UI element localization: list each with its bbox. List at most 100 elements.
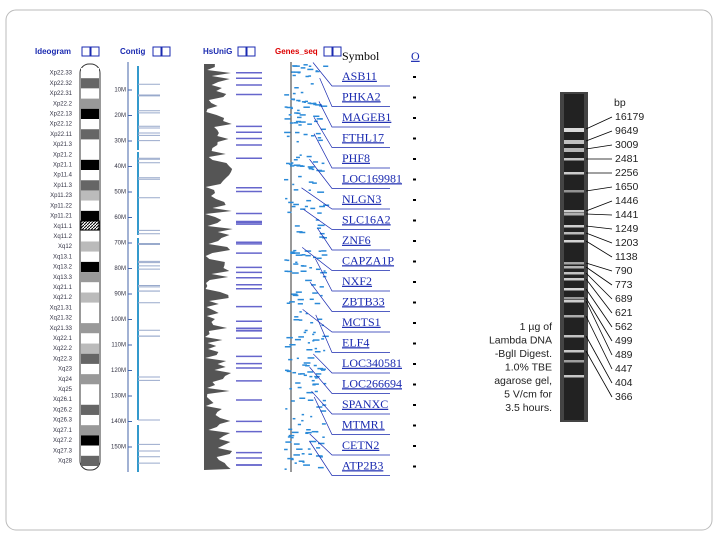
chromosome-band (81, 404, 99, 415)
gene-mark (294, 86, 299, 89)
gene-mark (320, 128, 326, 131)
chromosome-band (81, 343, 99, 354)
gene-mark (311, 168, 315, 171)
gene-mark (290, 436, 294, 439)
gene-link (309, 366, 390, 394)
contig-tick: 90M (114, 292, 126, 298)
gene-mark (287, 370, 292, 372)
strand-arrow (413, 117, 416, 119)
contig-tick: 30M (114, 139, 126, 145)
gene-mark (299, 397, 306, 400)
gene-symbol: PHKA2 (342, 89, 381, 103)
gene-mark (298, 124, 302, 126)
chromosome-band (81, 333, 99, 344)
strand-arrow (413, 76, 416, 78)
gene-mark (295, 382, 301, 384)
band-label: Xq11.1 (53, 224, 72, 230)
gene-mark (288, 428, 293, 431)
strand-arrow (413, 445, 416, 447)
gene-mark (308, 181, 314, 183)
band-label: Xp11.22 (50, 203, 73, 209)
contig-tick: 80M (114, 266, 126, 272)
chromosome-band (81, 312, 99, 324)
band-label: Xq21.31 (50, 305, 73, 311)
gel-band (564, 315, 584, 318)
gene-symbol: ELF4 (342, 335, 369, 349)
gene-mark (300, 270, 307, 272)
gene-mark (292, 294, 298, 297)
strand-arrow (413, 301, 416, 304)
bp-label: 773 (615, 279, 633, 291)
gene-mark (316, 227, 322, 229)
strand-arrow (413, 240, 416, 242)
gene-mark (297, 386, 302, 389)
gel-band (564, 262, 584, 265)
gene-mark (308, 65, 312, 67)
gene-mark (284, 131, 291, 134)
gene-mark (310, 321, 314, 324)
gene-link (317, 228, 390, 251)
band-pointer (585, 186, 613, 192)
gel-band (564, 128, 584, 132)
contig-tick: 60M (114, 215, 126, 221)
band-label: Xq25 (58, 387, 73, 393)
band-pointer (585, 350, 613, 398)
gene-mark (287, 211, 292, 214)
gene-mark (296, 448, 303, 450)
gene-mark (312, 161, 319, 163)
gene-symbol: ZBTB33 (342, 294, 385, 308)
gene-link (313, 117, 390, 148)
chromosome-band (81, 78, 99, 89)
gene-mark (306, 349, 313, 351)
gene-mark (292, 74, 296, 77)
gene-mark (319, 118, 323, 120)
gene-mark (323, 349, 326, 352)
gene-mark (290, 252, 296, 254)
band-pointer (585, 130, 613, 142)
gene-mark (313, 115, 320, 118)
gene-mark (291, 293, 298, 295)
gene-mark (320, 368, 326, 370)
band-label: Xp21.3 (53, 142, 73, 148)
gene-mark (308, 189, 311, 191)
chromosome-band (81, 353, 99, 364)
bp-label: 562 (615, 321, 633, 333)
gene-mark (292, 371, 297, 374)
band-label: Xp22.2 (53, 101, 73, 107)
gene-mark (317, 137, 322, 139)
gene-mark (295, 120, 302, 123)
gel-band (564, 335, 584, 338)
contig-tick: 20M (114, 113, 126, 119)
gene-mark (295, 261, 298, 264)
gene-mark (305, 364, 310, 367)
gene-mark (300, 373, 305, 375)
gene-mark (314, 390, 318, 393)
chromosome-band (81, 210, 99, 222)
gene-mark (321, 162, 325, 165)
gene-mark (316, 447, 321, 449)
gene-mark (310, 135, 315, 137)
gel-caption: agarose gel, (494, 375, 552, 387)
gene-mark (318, 139, 323, 142)
gene-symbol: ZNF6 (342, 233, 371, 247)
band-label: Xq26.2 (53, 407, 73, 413)
gel-band (564, 225, 584, 228)
header-icon (161, 46, 171, 57)
band-label: Xp21.2 (53, 152, 73, 158)
gene-mark (323, 382, 327, 385)
gene-link (315, 258, 390, 292)
strand-arrow (413, 281, 416, 283)
gene-link (319, 77, 390, 107)
gene-mark (286, 162, 290, 165)
gene-mark (322, 335, 329, 338)
gel-caption: 1 µg of (520, 321, 552, 333)
bp-label: 1249 (615, 223, 639, 235)
gene-mark (285, 197, 288, 200)
gene-mark (310, 415, 313, 418)
gel-band (564, 266, 584, 269)
gene-mark (316, 431, 319, 433)
gene-mark (293, 122, 299, 124)
gene-mark (294, 252, 300, 254)
contig-tick: 120M (111, 368, 126, 374)
band-label: Xq13.3 (53, 275, 73, 281)
